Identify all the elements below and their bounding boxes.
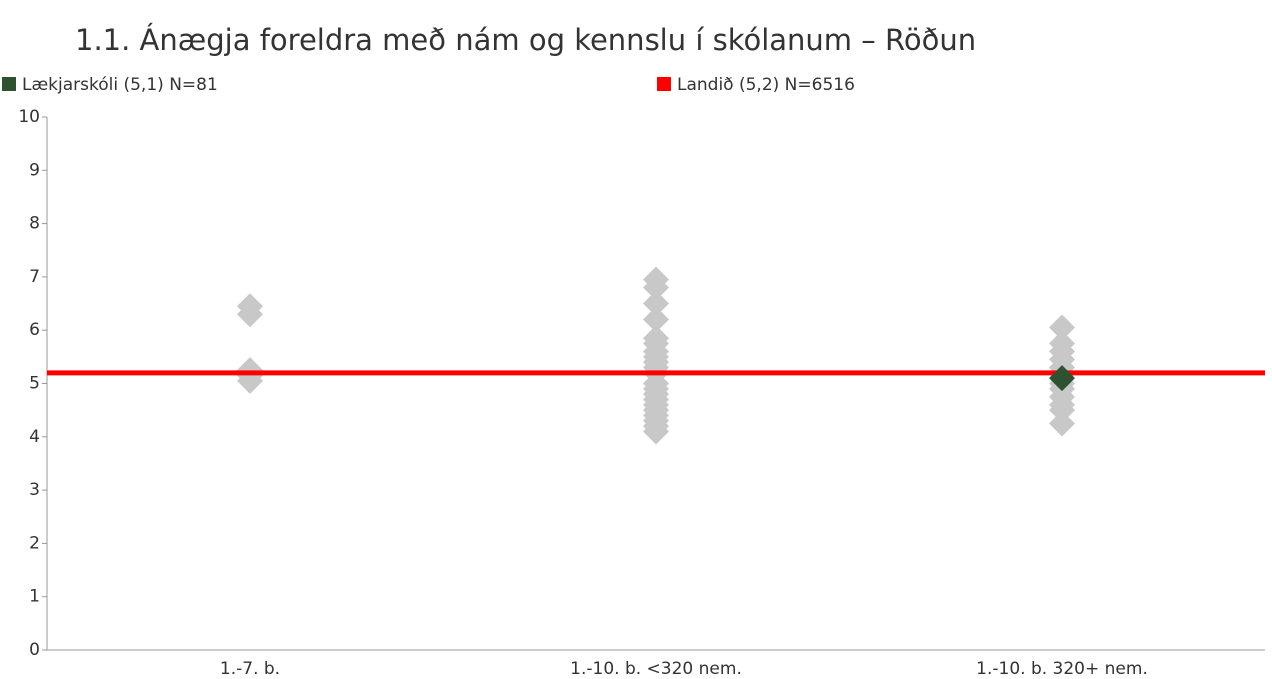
other-point — [643, 418, 669, 445]
y-tick-label: 7 — [29, 267, 40, 287]
legend-swatch — [657, 77, 671, 91]
other-point — [643, 290, 669, 317]
y-tick-label: 3 — [29, 480, 40, 500]
x-tick-label: 1.-7. b. — [220, 659, 280, 679]
x-tick-label: 1.-10. b. 320+ nem. — [976, 659, 1148, 679]
other-point — [643, 274, 669, 301]
other-point — [1049, 397, 1075, 424]
legend-swatch — [2, 77, 16, 91]
legend-label: Landið (5,2) N=6516 — [677, 75, 855, 95]
y-tick-label: 4 — [29, 427, 40, 447]
y-tick-label: 8 — [29, 214, 40, 234]
chart-title: 1.1. Ánægja foreldra með nám og kennslu … — [75, 23, 976, 57]
other-point — [643, 306, 669, 333]
school-point — [1049, 365, 1075, 392]
y-tick-label: 1 — [29, 587, 40, 607]
legend-label: Lækjarskóli (5,1) N=81 — [22, 75, 218, 95]
x-tick-label: 1.-10. b. <320 nem. — [570, 659, 742, 679]
y-tick-label: 5 — [29, 374, 40, 394]
other-point — [1049, 410, 1075, 437]
y-tick-label: 10 — [18, 107, 40, 127]
y-tick-label: 9 — [29, 160, 40, 180]
other-point — [1049, 314, 1075, 341]
y-tick-label: 0 — [29, 640, 40, 660]
other-point — [237, 301, 263, 328]
y-tick-label: 2 — [29, 533, 40, 553]
y-tick-label: 6 — [29, 320, 40, 340]
